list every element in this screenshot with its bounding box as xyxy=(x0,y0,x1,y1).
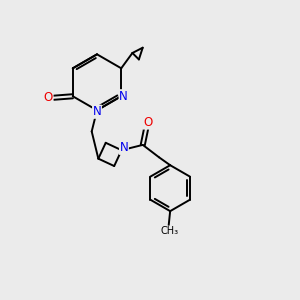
Text: CH₃: CH₃ xyxy=(160,226,178,236)
Text: N: N xyxy=(119,90,128,103)
Text: N: N xyxy=(93,105,101,118)
Text: O: O xyxy=(44,91,53,104)
Text: N: N xyxy=(120,141,128,154)
Text: O: O xyxy=(143,116,152,129)
